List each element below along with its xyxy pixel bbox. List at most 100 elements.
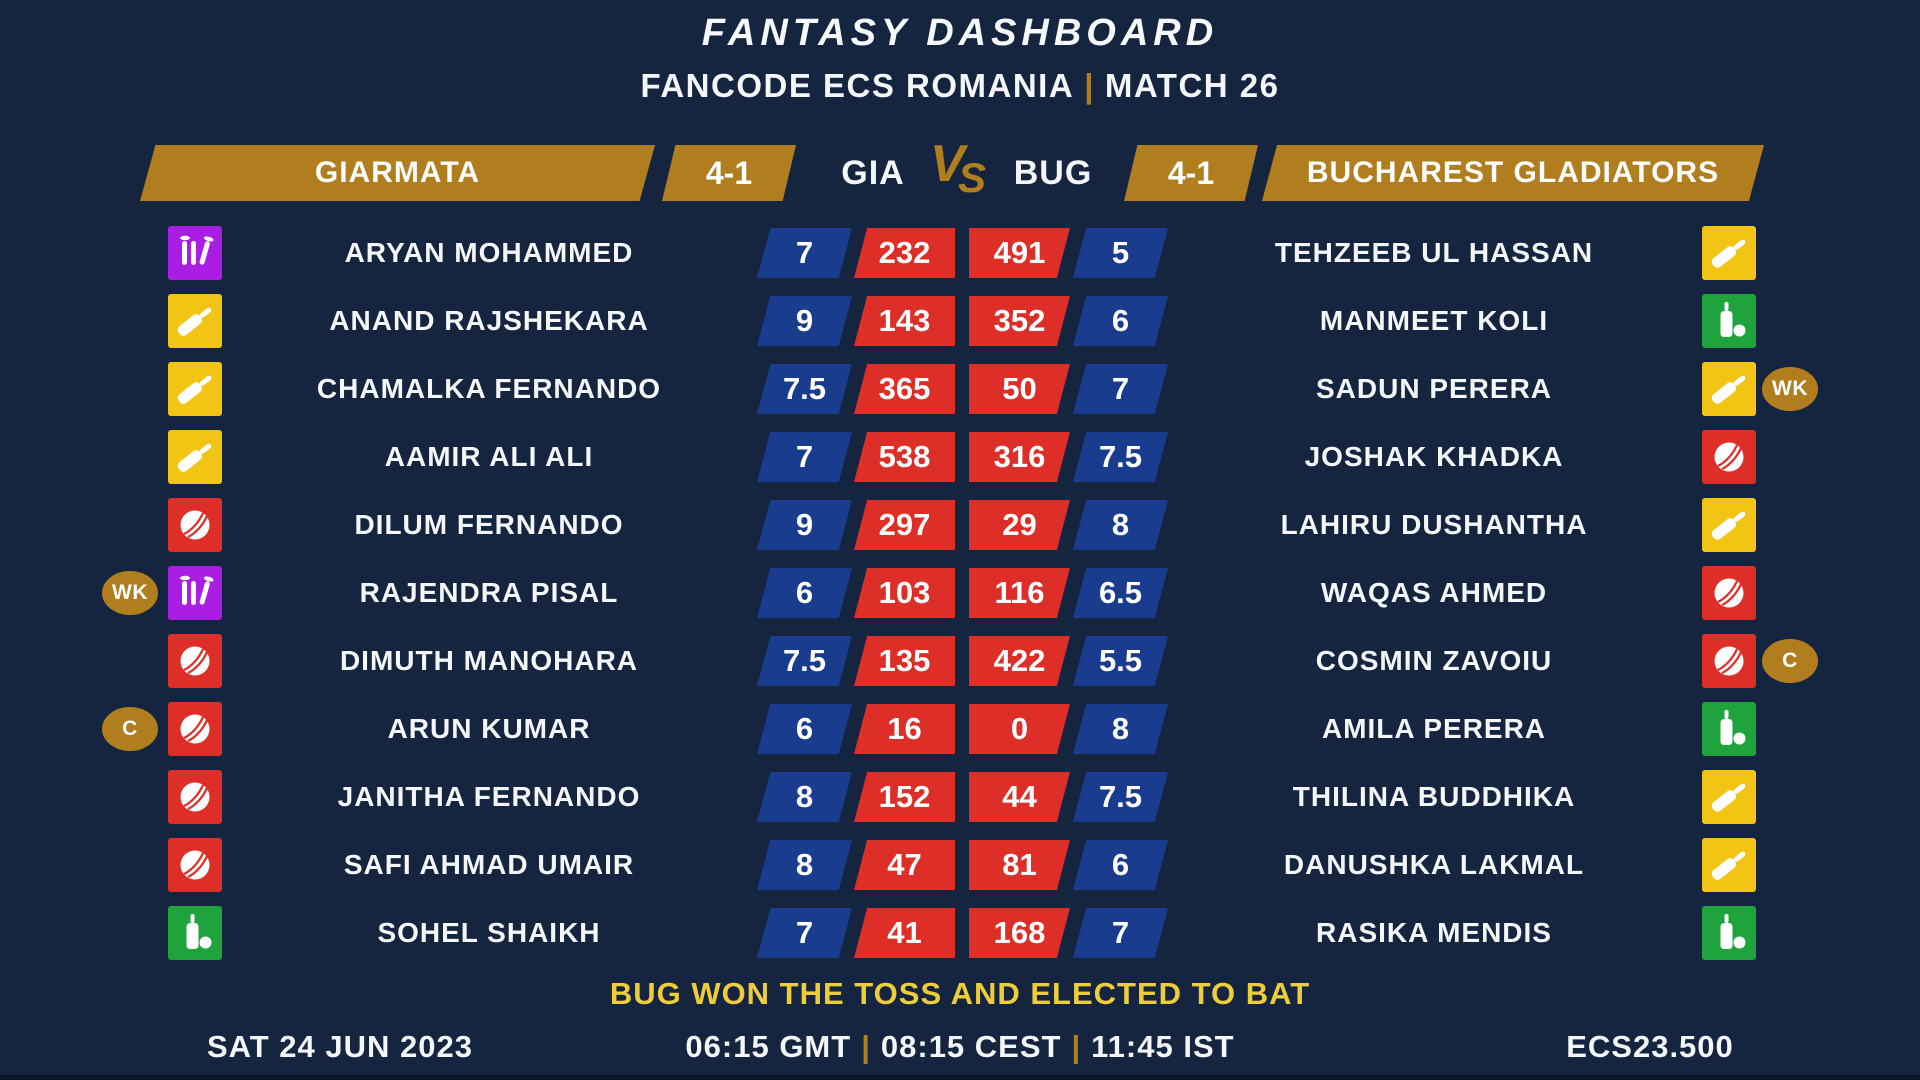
player-row: AAMIR ALI ALI 7 538 316 7.5 JOSHAK KHADK… <box>0 423 1920 491</box>
credit-left: 8 <box>757 772 852 822</box>
bowler-icon <box>168 702 222 756</box>
player-name-right: COSMIN ZAVOIU <box>1315 645 1553 676</box>
credit-left: 7.5 <box>757 364 852 414</box>
time-gmt: 06:15 GMT <box>685 1029 852 1064</box>
player-row: DIMUTH MANOHARA 7.5 135 422 5.5 COSMIN Z… <box>0 627 1920 695</box>
credit-right: 7.5 <box>1073 772 1168 822</box>
credit-left: 7.5 <box>757 636 852 686</box>
match-times: 06:15 GMT | 08:15 CEST | 11:45 IST <box>0 1026 1920 1068</box>
allrounder-icon <box>1702 906 1756 960</box>
allrounder-icon <box>1702 294 1756 348</box>
times-separator: | <box>1071 1029 1082 1064</box>
match-subtitle: FANCODE ECS ROMANIA | MATCH 26 <box>0 64 1920 108</box>
team-record-left: 4-1 <box>662 145 796 201</box>
credit-left: 6 <box>757 704 852 754</box>
batter-icon <box>1702 498 1756 552</box>
subtitle-separator: | <box>1084 67 1095 104</box>
time-cest: 08:15 CEST <box>880 1029 1062 1064</box>
player-name-left: JANITHA FERNANDO <box>337 781 641 812</box>
points-left: 365 <box>854 364 955 414</box>
player-row: C ARUN KUMAR 6 16 0 8 AMILA PERERA <box>0 695 1920 763</box>
player-row: JANITHA FERNANDO 8 152 44 7.5 THILINA BU… <box>0 763 1920 831</box>
player-name-left: ANAND RAJSHEKARA <box>329 305 649 336</box>
credit-left: 7 <box>757 432 852 482</box>
credit-right: 6.5 <box>1073 568 1168 618</box>
player-name-right: WAQAS AHMED <box>1320 577 1548 608</box>
players-table: ARYAN MOHAMMED 7 232 491 5 TEHZEEB UL HA… <box>0 219 1920 967</box>
points-left: 103 <box>854 568 955 618</box>
points-right: 316 <box>969 432 1070 482</box>
player-name-right: AMILA PERERA <box>1321 713 1547 744</box>
player-row: DILUM FERNANDO 9 297 29 8 LAHIRU DUSHANT… <box>0 491 1920 559</box>
credit-right: 8 <box>1073 500 1168 550</box>
player-name-left: SAFI AHMAD UMAIR <box>343 849 635 880</box>
player-name-right: THILINA BUDDHIKA <box>1292 781 1576 812</box>
credit-left: 7 <box>757 228 852 278</box>
points-right: 116 <box>969 568 1070 618</box>
wicketkeeper-icon <box>168 226 222 280</box>
bowler-icon <box>168 634 222 688</box>
credit-right: 7 <box>1073 364 1168 414</box>
badge-right: C <box>1762 639 1818 683</box>
team-banner-right: BUCHAREST GLADIATORS <box>1262 145 1764 201</box>
toss-note: BUG WON THE TOSS AND ELECTED TO BAT <box>609 976 1311 1011</box>
points-left: 16 <box>854 704 955 754</box>
credit-right: 5 <box>1073 228 1168 278</box>
points-right: 422 <box>969 636 1070 686</box>
batter-icon <box>168 430 222 484</box>
player-name-left: CHAMALKA FERNANDO <box>316 373 662 404</box>
player-name-left: ARUN KUMAR <box>387 713 591 744</box>
points-left: 47 <box>854 840 955 890</box>
batter-icon <box>168 362 222 416</box>
badge-left: WK <box>102 571 158 615</box>
points-right: 50 <box>969 364 1070 414</box>
player-name-left: DIMUTH MANOHARA <box>339 645 639 676</box>
player-name-right: TEHZEEB UL HASSAN <box>1274 237 1594 268</box>
team-banner-left: GIARMATA <box>140 145 655 201</box>
credit-left: 9 <box>757 500 852 550</box>
match-date: SAT 24 JUN 2023 <box>207 1029 473 1064</box>
batter-icon <box>1702 226 1756 280</box>
player-row: ARYAN MOHAMMED 7 232 491 5 TEHZEEB UL HA… <box>0 219 1920 287</box>
player-row: SOHEL SHAIKH 7 41 168 7 RASIKA MENDIS <box>0 899 1920 967</box>
player-name-left: AAMIR ALI ALI <box>384 441 594 472</box>
wicketkeeper-icon <box>168 566 222 620</box>
points-left: 538 <box>854 432 955 482</box>
player-name-right: DANUSHKA LAKMAL <box>1283 849 1585 880</box>
points-left: 41 <box>854 908 955 958</box>
credit-right: 7 <box>1073 908 1168 958</box>
player-name-right: MANMEET KOLI <box>1319 305 1549 336</box>
credit-right: 7.5 <box>1073 432 1168 482</box>
player-row: CHAMALKA FERNANDO 7.5 365 50 7 SADUN PER… <box>0 355 1920 423</box>
page-title: FANTASY DASHBOARD <box>701 12 1219 54</box>
player-row: SAFI AHMAD UMAIR 8 47 81 6 DANUSHKA LAKM… <box>0 831 1920 899</box>
match-number: MATCH 26 <box>1104 67 1280 104</box>
bowler-icon <box>1702 430 1756 484</box>
credit-right: 6 <box>1073 840 1168 890</box>
player-name-left: DILUM FERNANDO <box>354 509 624 540</box>
points-left: 297 <box>854 500 955 550</box>
bowler-icon <box>1702 566 1756 620</box>
team-code-left: GIA <box>841 154 905 192</box>
player-name-left: RAJENDRA PISAL <box>359 577 619 608</box>
credit-left: 8 <box>757 840 852 890</box>
badge-left: C <box>102 707 158 751</box>
allrounder-icon <box>168 906 222 960</box>
points-right: 352 <box>969 296 1070 346</box>
player-name-left: ARYAN MOHAMMED <box>344 237 634 268</box>
points-right: 81 <box>969 840 1070 890</box>
vs-letter-v: V <box>930 135 965 193</box>
credit-right: 6 <box>1073 296 1168 346</box>
credit-left: 9 <box>757 296 852 346</box>
vs-letter-s: S <box>958 154 987 201</box>
time-ist: 11:45 IST <box>1091 1029 1235 1064</box>
batter-icon <box>1702 362 1756 416</box>
batter-icon <box>1702 838 1756 892</box>
player-row: WK RAJENDRA PISAL 6 103 116 6.5 WAQAS AH… <box>0 559 1920 627</box>
points-right: 168 <box>969 908 1070 958</box>
points-right: 29 <box>969 500 1070 550</box>
player-row: ANAND RAJSHEKARA 9 143 352 6 MANMEET KOL… <box>0 287 1920 355</box>
points-left: 143 <box>854 296 955 346</box>
points-right: 491 <box>969 228 1070 278</box>
